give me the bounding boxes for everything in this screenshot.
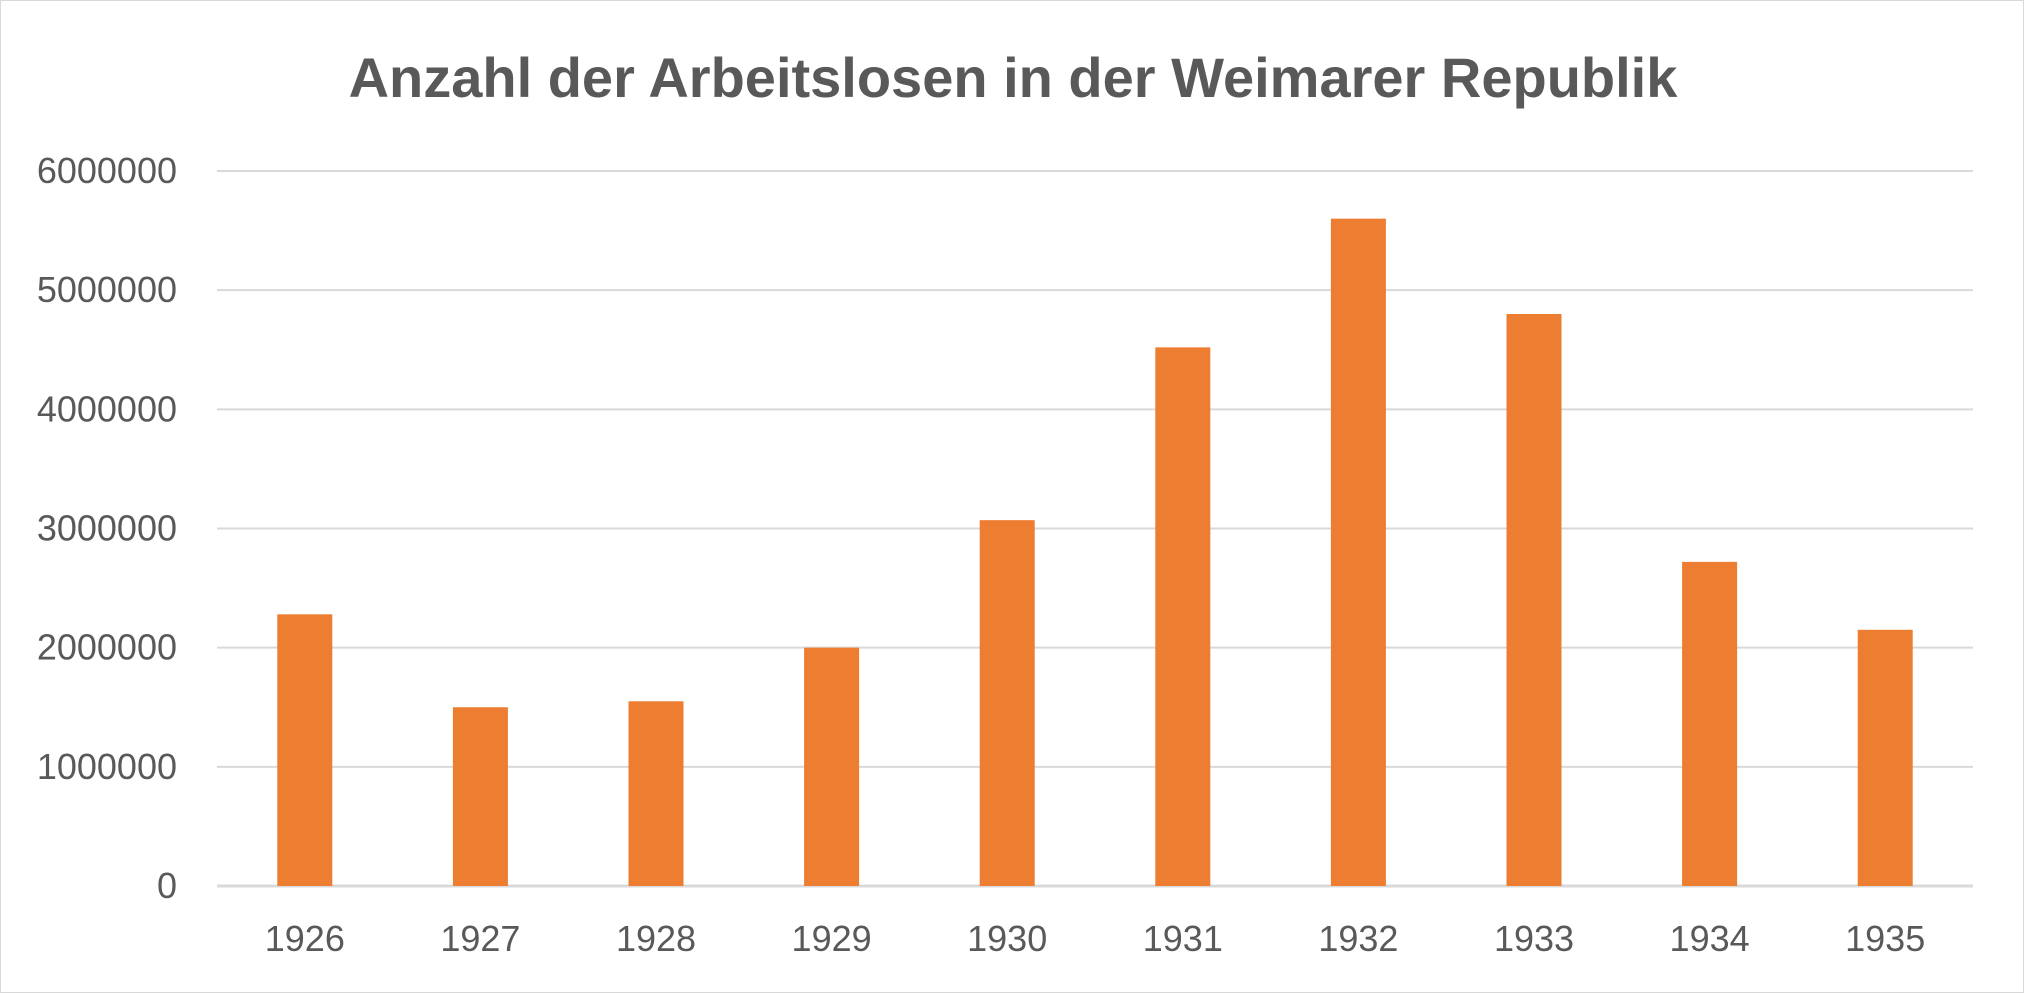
bar-1927 bbox=[452, 707, 508, 886]
bar-1930 bbox=[979, 520, 1035, 886]
x-tick-label: 1932 bbox=[1318, 918, 1398, 959]
x-axis-ticks: 1926 1927 1928 1929 1930 1931 1932 1933 1934 1935 bbox=[265, 918, 1925, 959]
bar-1931 bbox=[1155, 347, 1211, 886]
bar-1929 bbox=[804, 647, 860, 886]
x-tick-label: 1934 bbox=[1670, 918, 1750, 959]
bar-1928 bbox=[628, 701, 684, 886]
y-tick-label: 0 bbox=[157, 865, 177, 906]
x-tick-label: 1930 bbox=[967, 918, 1047, 959]
bar-1934 bbox=[1682, 561, 1738, 886]
bar-1932 bbox=[1330, 218, 1386, 886]
y-tick-label: 6000000 bbox=[37, 150, 177, 191]
bars bbox=[277, 218, 1913, 886]
x-tick-label: 1935 bbox=[1845, 918, 1925, 959]
x-tick-label: 1929 bbox=[792, 918, 872, 959]
bar-1935 bbox=[1857, 629, 1913, 886]
x-tick-label: 1927 bbox=[440, 918, 520, 959]
gridlines bbox=[217, 170, 1973, 888]
x-tick-label: 1928 bbox=[616, 918, 696, 959]
x-tick-label: 1931 bbox=[1143, 918, 1223, 959]
y-tick-label: 2000000 bbox=[37, 627, 177, 668]
y-axis-ticks: 0 1000000 2000000 3000000 4000000 5000000 6000… bbox=[37, 150, 177, 906]
y-tick-label: 5000000 bbox=[37, 269, 177, 310]
chart-title: Anzahl der Arbeitslosen in der Weimarer … bbox=[349, 46, 1679, 109]
bar-1933 bbox=[1506, 314, 1562, 886]
y-tick-label: 1000000 bbox=[37, 746, 177, 787]
x-tick-label: 1926 bbox=[265, 918, 345, 959]
x-tick-label: 1933 bbox=[1494, 918, 1574, 959]
y-tick-label: 4000000 bbox=[37, 388, 177, 429]
y-tick-label: 3000000 bbox=[37, 508, 177, 549]
bar-1926 bbox=[277, 614, 333, 886]
